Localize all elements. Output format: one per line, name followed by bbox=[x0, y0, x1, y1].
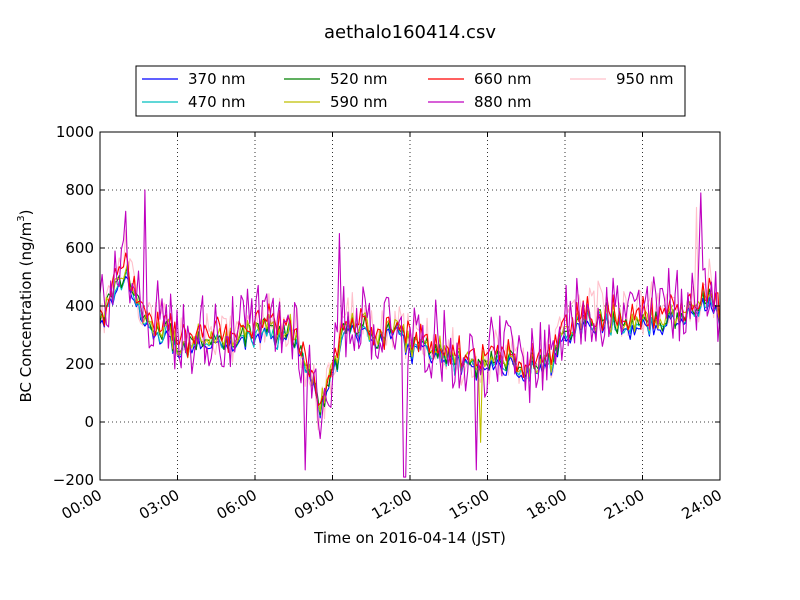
y-axis-label-main: BC Concentration (ng/m bbox=[17, 222, 35, 403]
legend-label-880-nm: 880 nm bbox=[474, 93, 532, 111]
chart-title: aethalo160414.csv bbox=[324, 22, 496, 43]
legend-label-470-nm: 470 nm bbox=[188, 93, 246, 111]
legend-box bbox=[135, 65, 686, 117]
y-axis-label-superscript: 3 bbox=[16, 215, 27, 221]
y-tick-label: 200 bbox=[65, 355, 94, 373]
y-axis-ticks: −200 0 200 400 600 800 1000 bbox=[53, 123, 720, 489]
y-axis-label-suffix: ) bbox=[17, 210, 35, 216]
legend: 370 nm 470 nm 520 nm 590 nm 660 nm 880 nm 950 … bbox=[135, 65, 686, 117]
series-line-880-nm bbox=[99, 189, 721, 478]
legend-label-520-nm: 520 nm bbox=[330, 70, 388, 88]
legend-label-370-nm: 370 nm bbox=[188, 70, 246, 88]
y-tick-label: 400 bbox=[65, 297, 94, 315]
y-axis-label: BC Concentration (ng/m3) bbox=[16, 210, 35, 403]
legend-label-950-nm: 950 nm bbox=[616, 70, 674, 88]
legend-label-590-nm: 590 nm bbox=[330, 93, 388, 111]
y-tick-label: 0 bbox=[84, 413, 94, 431]
x-axis-label: Time on 2016-04-14 (JST) bbox=[313, 529, 506, 547]
y-tick-label: 600 bbox=[65, 239, 94, 257]
legend-label-660-nm: 660 nm bbox=[474, 70, 532, 88]
y-tick-label: −200 bbox=[53, 471, 94, 489]
grid bbox=[100, 132, 720, 480]
series-layer bbox=[99, 189, 721, 478]
y-tick-label: 800 bbox=[65, 181, 94, 199]
y-tick-label: 1000 bbox=[56, 123, 94, 141]
